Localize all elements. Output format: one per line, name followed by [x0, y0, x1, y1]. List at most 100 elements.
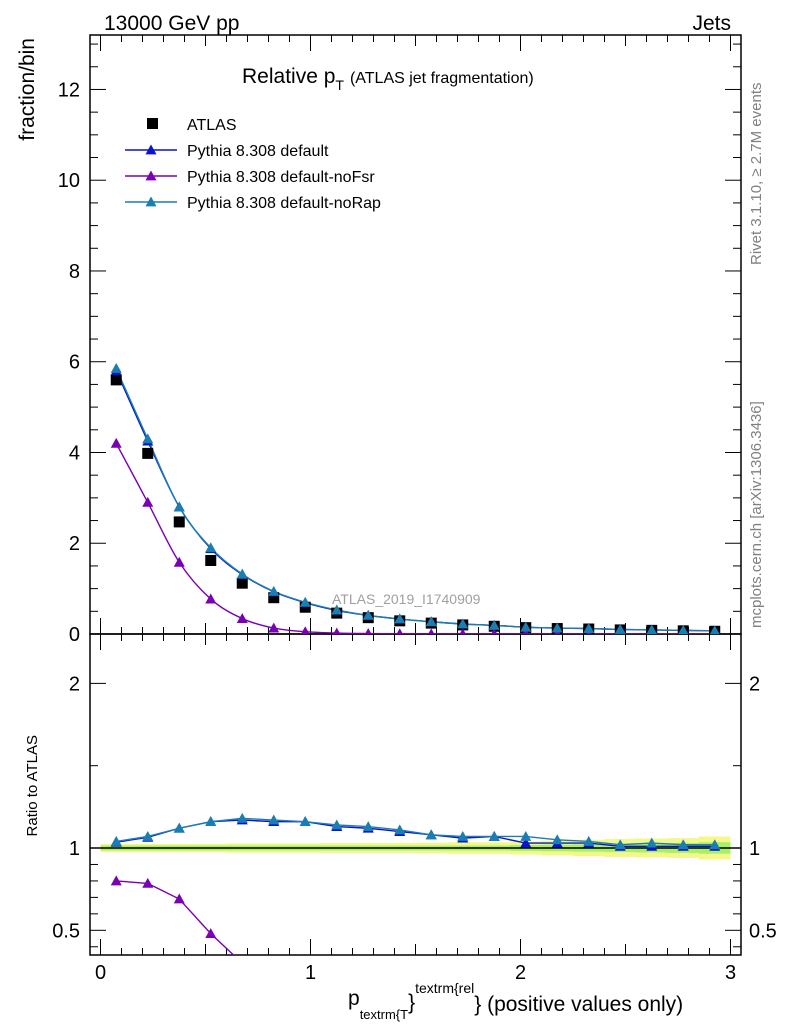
legend-label: ATLAS: [187, 117, 237, 134]
plot-title: Relative pT (ATLAS jet fragmentation): [242, 65, 534, 93]
ratio-point: [300, 994, 311, 1004]
main-ytick-label: 12: [58, 79, 80, 101]
mc-point: [110, 437, 122, 448]
ratio-point: [142, 830, 154, 841]
header-right: Jets: [692, 12, 731, 35]
ratio-xtick-label: 3: [725, 962, 736, 984]
legend-marker: [145, 196, 157, 207]
main-ytick-label: 6: [69, 352, 80, 374]
mc-point: [299, 596, 311, 607]
mc-point: [236, 613, 248, 623]
ratio-uncertainty-band: [90, 836, 741, 860]
ratio-point: [488, 830, 500, 841]
mc-point: [268, 585, 280, 596]
ratio-series-line: [116, 817, 715, 846]
main-ytick-label: 10: [58, 170, 80, 192]
mc-point: [459, 628, 466, 634]
main-ytick-label: 2: [69, 533, 80, 555]
data-point: [299, 601, 311, 613]
mc-point: [205, 542, 217, 553]
mc-point: [205, 593, 217, 604]
data-point: [110, 374, 122, 386]
ratio-ytick-label-right: 1: [749, 838, 760, 860]
ratio-ytick-label: 2: [69, 673, 80, 695]
mc-point: [173, 556, 185, 567]
ratio-point: [362, 821, 374, 831]
ratio-point: [457, 830, 469, 841]
mc-point: [551, 622, 563, 633]
mc-point: [678, 624, 689, 634]
mc-point: [709, 625, 720, 634]
mc-point: [110, 363, 122, 373]
data-point: [142, 447, 154, 459]
xlabel-sup: textrm{rel: [415, 980, 474, 996]
mcplots-label: mcplots.cern.ch [arXiv:1306.3436]: [748, 401, 765, 628]
ratio-point: [520, 830, 532, 841]
ratio-point: [457, 1005, 468, 1015]
mc-point: [428, 628, 435, 634]
legend: ATLAS Pythia 8.308 default Pythia 8.308 de…: [125, 117, 381, 212]
ratio-point: [709, 1007, 720, 1017]
title-sub: T: [335, 77, 344, 93]
ratio-ylabel: Ratio to ATLAS: [24, 735, 41, 836]
mc-point: [364, 628, 372, 634]
ratio-point: [426, 1005, 437, 1015]
ratio-point: [425, 829, 437, 840]
ratio-point: [142, 877, 154, 888]
mc-point: [300, 626, 310, 634]
mc-point: [457, 618, 469, 629]
ratio-point: [709, 839, 721, 850]
legend-label: Pythia 8.308 default-noFsr: [187, 169, 375, 186]
main-ylabel: fraction/bin: [16, 38, 39, 141]
analysis-tag: ATLAS_2019_I1740909: [332, 591, 481, 607]
title-rest: (ATLAS jet fragmentation): [350, 70, 534, 87]
data-point: [268, 592, 280, 604]
svg-text:ptextrm{T}textrm{rel} (positiv: ptextrm{T}textrm{rel} (positive values o…: [348, 980, 683, 1022]
mc-point: [333, 627, 341, 634]
main-ytick-label: 8: [69, 261, 80, 283]
mc-point: [520, 621, 532, 632]
ratio-point: [394, 824, 406, 835]
ratio-xtick-label: 0: [95, 962, 106, 984]
mc-point: [394, 613, 406, 624]
main-plot-area: [110, 363, 721, 634]
xlabel-sub: textrm{T: [360, 1007, 408, 1022]
header-left: 13000 GeV pp: [104, 12, 239, 35]
ratio-xtick-label: 2: [515, 962, 526, 984]
mc-point: [236, 568, 248, 579]
x-axis-label: ptextrm{T}textrm{rel} (positive values o…: [348, 980, 683, 1022]
ratio-series-line: [116, 880, 235, 955]
ratio-point: [583, 835, 595, 846]
data-point: [173, 516, 185, 528]
legend-label: Pythia 8.308 default-noRap: [187, 195, 381, 212]
mc-point: [173, 501, 185, 512]
main-ytick-label: 4: [69, 442, 80, 464]
ratio-point: [299, 816, 311, 827]
ratio-point: [237, 958, 248, 968]
legend-marker: [147, 118, 158, 129]
ratio-ytick-label-right: 2: [749, 673, 760, 695]
mc-point: [268, 622, 280, 633]
mc-point: [142, 433, 154, 444]
ratio-point: [520, 837, 532, 848]
ratio-point: [205, 816, 217, 827]
ratio-frame: [89, 633, 742, 956]
mc-point: [583, 623, 595, 633]
ratio-point: [173, 822, 185, 833]
ratio-ytick-label: 1: [69, 838, 80, 860]
xlabel-p: p: [348, 987, 360, 1010]
ratio-point: [205, 928, 217, 938]
mc-point: [425, 616, 437, 627]
mc-point: [362, 609, 374, 620]
mc-point: [488, 619, 500, 630]
rivet-label: Rivet 3.1.10, ≥ 2.7M events: [748, 83, 765, 266]
main-ytick-label: 0: [69, 624, 80, 646]
ratio-point: [173, 893, 185, 904]
ratio-point: [331, 819, 343, 830]
mc-point: [331, 604, 343, 615]
xlabel-rest: } (positive values only): [474, 993, 683, 1016]
ratio-point: [677, 839, 689, 850]
mc-point: [646, 624, 658, 634]
